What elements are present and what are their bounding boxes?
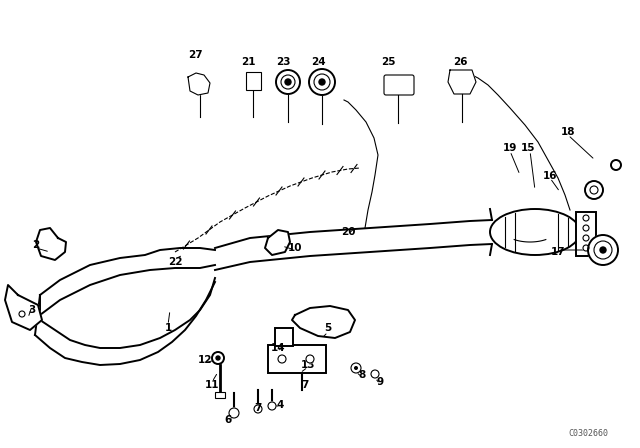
- Circle shape: [319, 79, 325, 85]
- Text: 9: 9: [376, 377, 383, 387]
- FancyBboxPatch shape: [268, 345, 326, 373]
- Text: 17: 17: [550, 247, 565, 257]
- Text: 20: 20: [340, 227, 355, 237]
- Polygon shape: [36, 228, 66, 260]
- Text: 16: 16: [543, 171, 557, 181]
- Text: 24: 24: [310, 57, 325, 67]
- Text: 7: 7: [301, 380, 308, 390]
- Circle shape: [278, 355, 286, 363]
- Text: 13: 13: [301, 360, 316, 370]
- Polygon shape: [5, 285, 42, 330]
- Text: 5: 5: [324, 323, 332, 333]
- Circle shape: [309, 69, 335, 95]
- FancyBboxPatch shape: [215, 392, 225, 398]
- Circle shape: [583, 235, 589, 241]
- Text: 14: 14: [271, 343, 285, 353]
- Circle shape: [276, 70, 300, 94]
- Circle shape: [600, 247, 606, 253]
- Circle shape: [585, 181, 603, 199]
- Circle shape: [254, 405, 262, 413]
- Text: 27: 27: [188, 50, 202, 60]
- Text: 19: 19: [503, 143, 517, 153]
- Circle shape: [371, 370, 379, 378]
- Text: 12: 12: [198, 355, 212, 365]
- Ellipse shape: [490, 209, 580, 255]
- Circle shape: [611, 160, 621, 170]
- Polygon shape: [188, 73, 210, 95]
- Text: 10: 10: [288, 243, 302, 253]
- Text: 11: 11: [205, 380, 220, 390]
- Circle shape: [583, 245, 589, 251]
- Circle shape: [285, 79, 291, 85]
- Text: C0302660: C0302660: [568, 429, 608, 438]
- Text: 8: 8: [358, 370, 365, 380]
- FancyBboxPatch shape: [576, 212, 596, 256]
- Text: 1: 1: [164, 323, 172, 333]
- Text: 23: 23: [276, 57, 291, 67]
- Text: 26: 26: [452, 57, 467, 67]
- Circle shape: [583, 225, 589, 231]
- Circle shape: [583, 215, 589, 221]
- Text: 7: 7: [254, 403, 262, 413]
- Polygon shape: [448, 70, 476, 94]
- Circle shape: [354, 366, 358, 370]
- FancyBboxPatch shape: [384, 75, 414, 95]
- Text: 3: 3: [28, 305, 36, 315]
- Text: 25: 25: [381, 57, 396, 67]
- FancyBboxPatch shape: [275, 328, 293, 346]
- Circle shape: [268, 402, 276, 410]
- Circle shape: [351, 363, 361, 373]
- Circle shape: [229, 408, 239, 418]
- Text: 22: 22: [168, 257, 182, 267]
- Polygon shape: [292, 306, 355, 338]
- Circle shape: [212, 352, 224, 364]
- Text: 6: 6: [225, 415, 232, 425]
- Circle shape: [306, 355, 314, 363]
- Text: 4: 4: [276, 400, 284, 410]
- Circle shape: [216, 356, 220, 360]
- Polygon shape: [265, 230, 290, 255]
- Text: 2: 2: [33, 240, 40, 250]
- Text: 21: 21: [241, 57, 255, 67]
- Text: 18: 18: [561, 127, 575, 137]
- Text: 15: 15: [521, 143, 535, 153]
- Circle shape: [588, 235, 618, 265]
- Circle shape: [19, 311, 25, 317]
- FancyBboxPatch shape: [246, 72, 261, 90]
